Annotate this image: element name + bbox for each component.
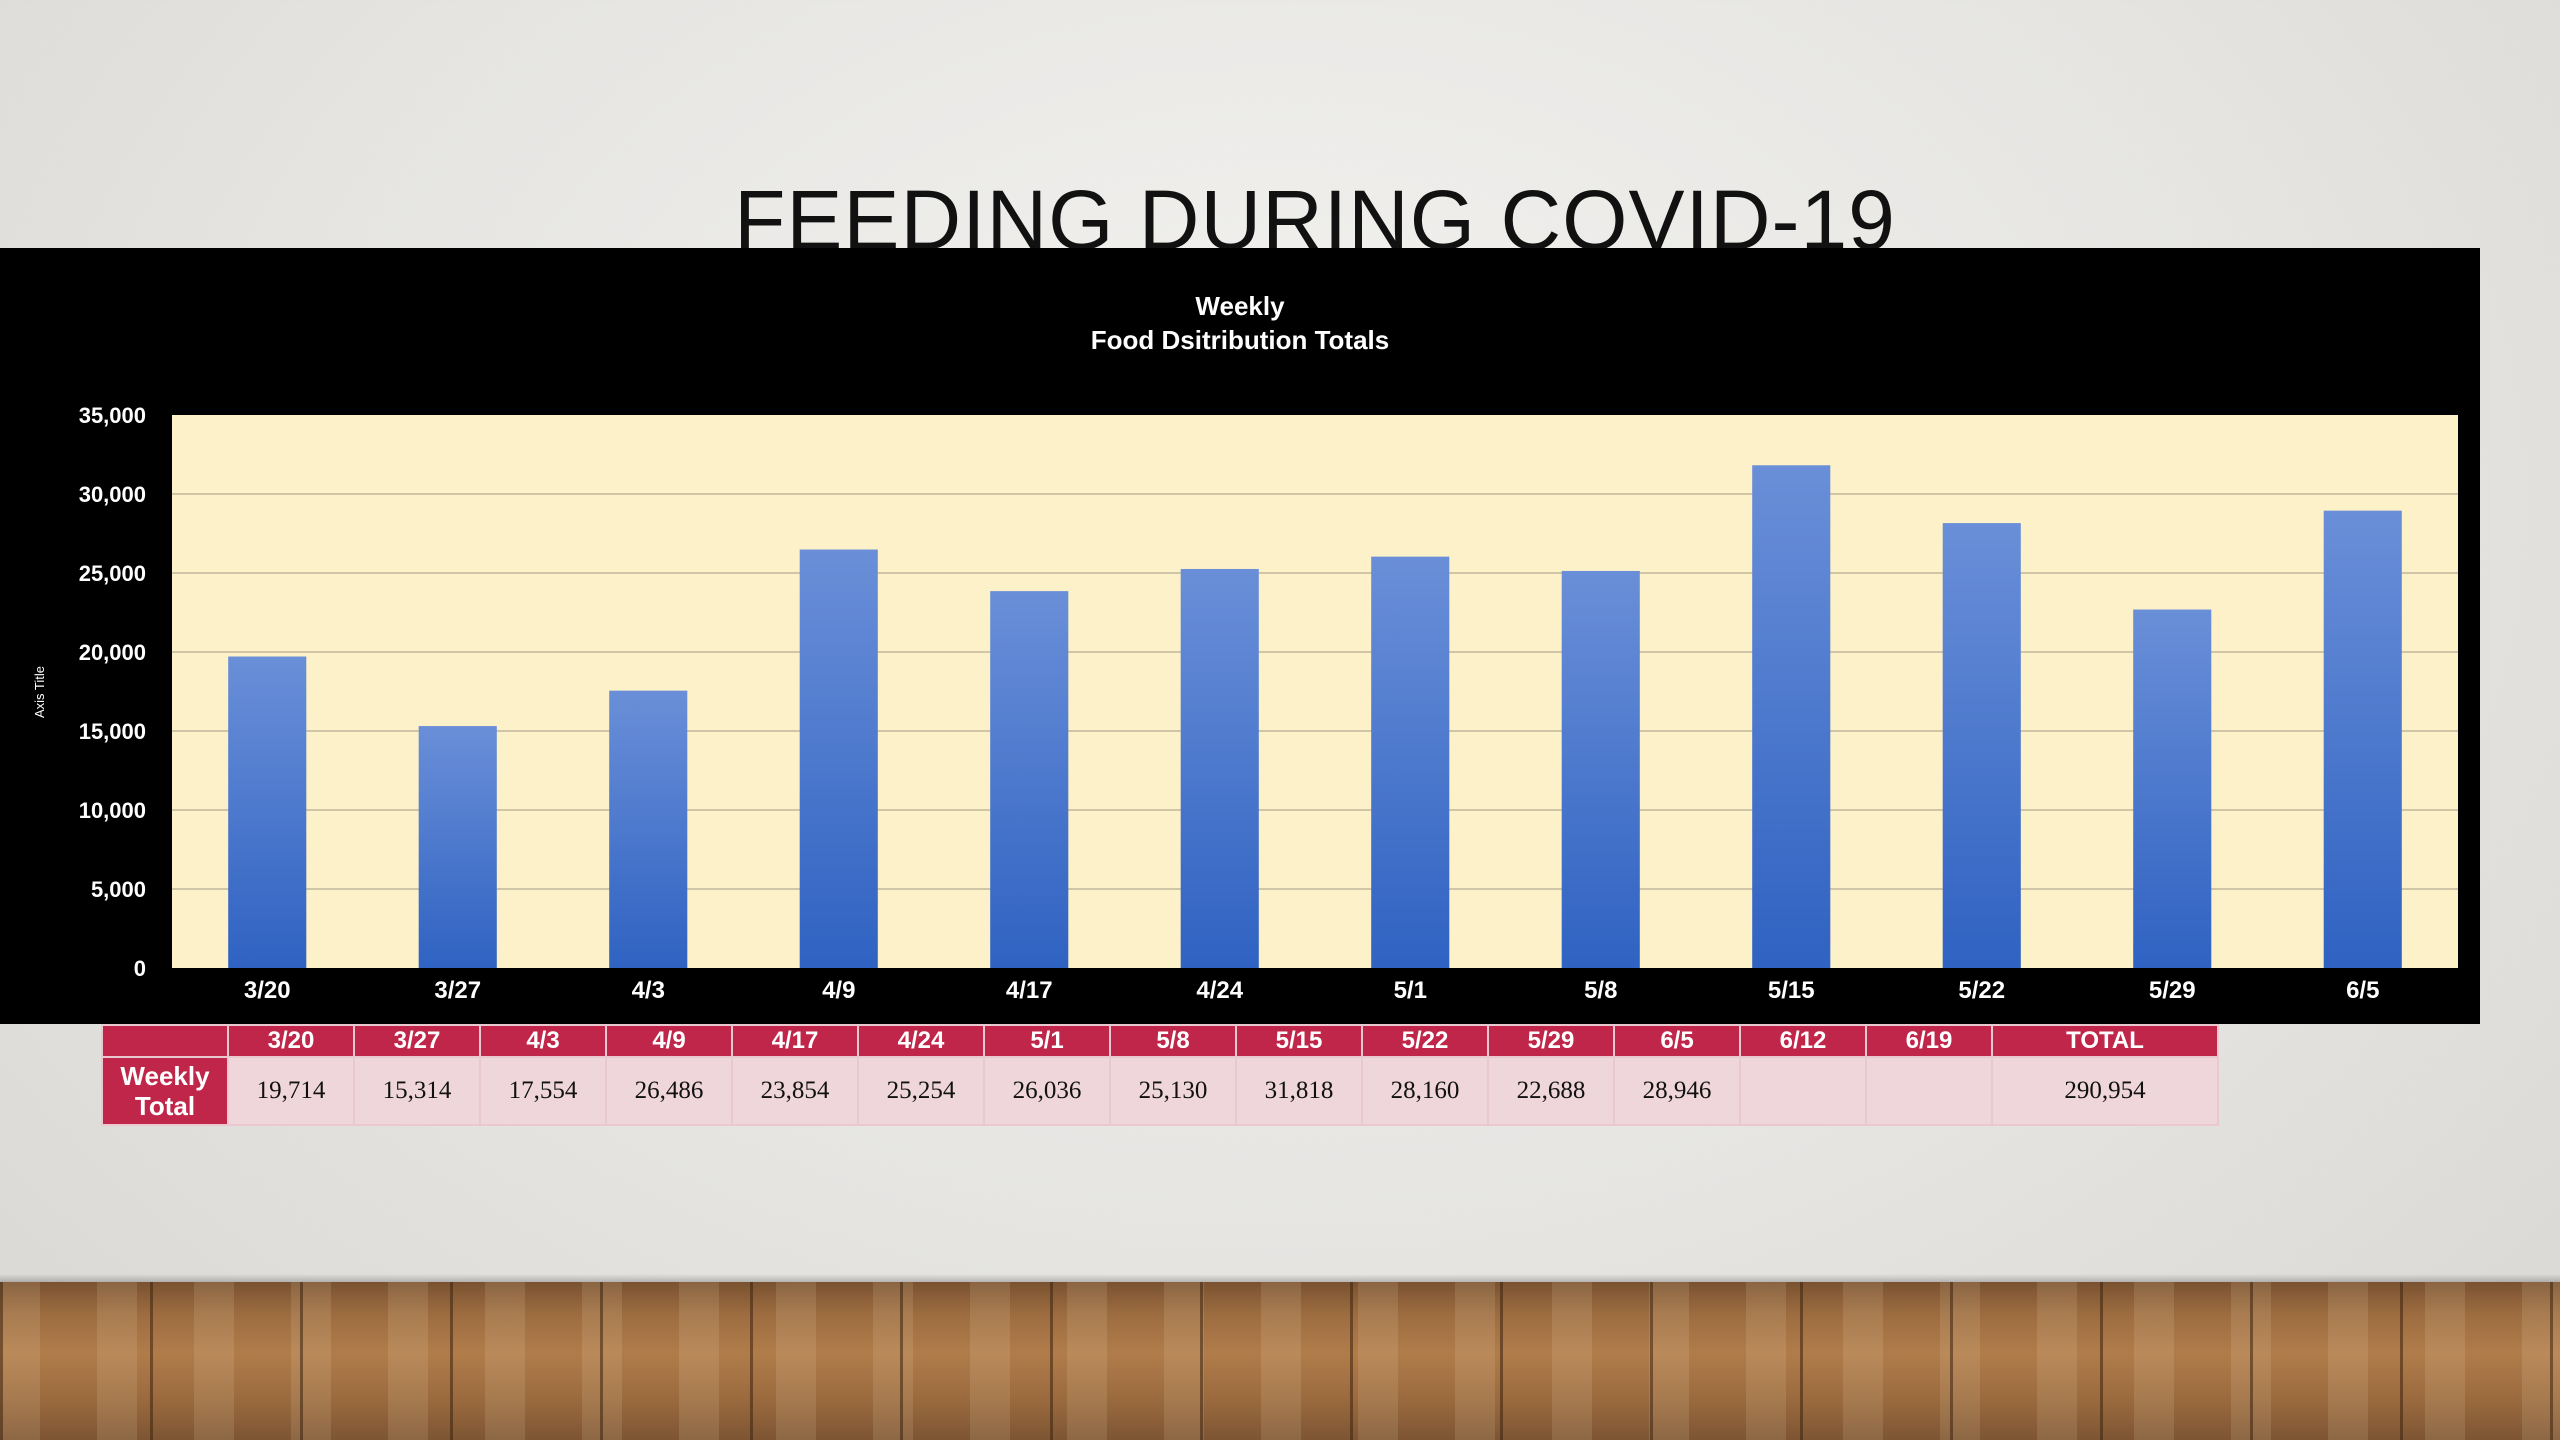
table-cell: 19,714 [227, 1056, 355, 1126]
x-tick-label: 5/22 [1958, 977, 2005, 1004]
y-tick-label: 35,000 [79, 403, 146, 428]
x-tick-label: 5/8 [1584, 977, 1617, 1004]
data-table: 3/20 3/27 4/3 4/9 4/17 4/24 5/1 5/8 5/15 5/22 5/29… [101, 1024, 2219, 1126]
bar-3-20 [228, 656, 307, 968]
table-header-cell: 6/12 [1739, 1024, 1867, 1058]
table-cell: 26,486 [605, 1056, 733, 1126]
x-tick-label: 5/29 [2149, 977, 2196, 1004]
table-cell: 23,854 [731, 1056, 859, 1126]
bar-5-29 [2133, 609, 2212, 968]
row-label-line1: Weekly [120, 1061, 210, 1091]
chart-subtitle: Food Dsitribution Totals [1091, 325, 1389, 355]
table-header-cell: 5/22 [1361, 1024, 1489, 1058]
x-axis-ticks: 3/20 3/27 4/3 4/9 4/17 4/24 5/1 5/8 5/15 5/22 5/29… [244, 977, 2380, 1004]
y-axis-ticks: 0 5,000 10,000 15,000 20,000 25,000 30,000 35,0… [79, 403, 146, 981]
table-cell [1739, 1056, 1867, 1126]
x-tick-label: 3/20 [244, 977, 291, 1004]
table-header-cell: 3/20 [227, 1024, 355, 1058]
x-tick-label: 6/5 [2346, 977, 2379, 1004]
bar-4-24 [1180, 568, 1259, 968]
table-header-cell: 5/1 [983, 1024, 1111, 1058]
y-tick-label: 15,000 [79, 719, 146, 744]
y-tick-label: 5,000 [91, 877, 146, 902]
table-header-cell: 5/8 [1109, 1024, 1237, 1058]
x-tick-label: 4/24 [1196, 977, 1243, 1004]
y-tick-label: 20,000 [79, 640, 146, 665]
table-row: Weekly Total 19,714 15,314 17,554 26,486 23,… [101, 1056, 2219, 1126]
bar-4-3 [609, 690, 688, 968]
table-header-cell: 4/9 [605, 1024, 733, 1058]
bar-5-15 [1752, 465, 1831, 968]
table-header-cell: TOTAL [1991, 1024, 2219, 1058]
bar-5-22 [1942, 523, 2021, 968]
bar-5-1 [1371, 556, 1450, 968]
gridlines [172, 493, 2458, 890]
table-cell: 25,254 [857, 1056, 985, 1126]
row-label-weekly-total: Weekly Total [101, 1056, 229, 1126]
bars [228, 465, 2402, 968]
y-tick-label: 25,000 [79, 561, 146, 586]
table-cell: 17,554 [479, 1056, 607, 1126]
table-cell: 22,688 [1487, 1056, 1615, 1126]
table-cell: 28,160 [1361, 1056, 1489, 1126]
y-axis-label: Axis Title [32, 666, 47, 718]
x-tick-label: 4/17 [1006, 977, 1053, 1004]
table-header-cell: 5/15 [1235, 1024, 1363, 1058]
chart-title: Weekly [1195, 291, 1285, 321]
floor-shadow [0, 1274, 2560, 1284]
x-tick-label: 5/1 [1394, 977, 1427, 1004]
table-header-row: 3/20 3/27 4/3 4/9 4/17 4/24 5/1 5/8 5/15 5/22 5/29… [101, 1024, 2219, 1058]
table-header-cell: 4/3 [479, 1024, 607, 1058]
table-total-cell: 290,954 [1991, 1056, 2219, 1126]
bar-5-8 [1561, 570, 1640, 968]
bar-3-27 [418, 726, 497, 968]
table-header-cell: 4/17 [731, 1024, 859, 1058]
table-cell: 15,314 [353, 1056, 481, 1126]
table-header-cell: 6/5 [1613, 1024, 1741, 1058]
plot-area [172, 415, 2458, 968]
chart-panel: Weekly Food Dsitribution Totals 0 5,000 10… [0, 248, 2480, 1024]
bar-4-17 [990, 591, 1069, 968]
bar-4-9 [799, 549, 878, 968]
table-header-cell: 5/29 [1487, 1024, 1615, 1058]
table-header-cell: 4/24 [857, 1024, 985, 1058]
table-cell: 25,130 [1109, 1056, 1237, 1126]
table-header-cell: 3/27 [353, 1024, 481, 1058]
bar-6-5 [2323, 510, 2402, 968]
table-cell [1865, 1056, 1993, 1126]
x-tick-label: 5/15 [1768, 977, 1815, 1004]
table-cell: 31,818 [1235, 1056, 1363, 1126]
x-tick-label: 4/3 [632, 977, 665, 1004]
y-tick-label: 0 [134, 956, 146, 981]
y-tick-label: 10,000 [79, 798, 146, 823]
x-tick-label: 3/27 [434, 977, 481, 1004]
wood-floor [0, 1282, 2560, 1440]
bar-chart: Weekly Food Dsitribution Totals 0 5,000 10… [32, 291, 2458, 1004]
x-tick-label: 4/9 [822, 977, 855, 1004]
table-header-blank [101, 1024, 229, 1058]
table-cell: 26,036 [983, 1056, 1111, 1126]
y-tick-label: 30,000 [79, 482, 146, 507]
table-cell: 28,946 [1613, 1056, 1741, 1126]
table-header-cell: 6/19 [1865, 1024, 1993, 1058]
row-label-line2: Total [134, 1091, 196, 1121]
